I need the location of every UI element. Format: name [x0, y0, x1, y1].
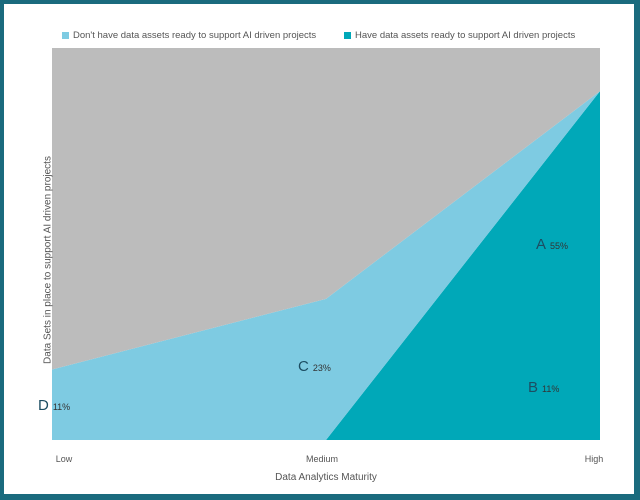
legend-item-have: Have data assets ready to support AI dri… — [344, 30, 575, 41]
annotation-c-value: 23% — [312, 363, 331, 373]
y-axis-label: Data Sets in place to support AI driven … — [42, 156, 54, 364]
annotation-a-value: 55% — [550, 241, 569, 251]
annotation-b-letter: B — [528, 379, 539, 396]
annotation-d-letter: D — [38, 397, 49, 414]
chart-frame: Don't have data assets ready to support … — [4, 4, 634, 494]
annotation-b: B 11% — [528, 379, 559, 396]
annotation-a-letter: A — [536, 236, 547, 253]
annotation-b-value: 11% — [542, 384, 560, 394]
annotation-d: D 11% — [38, 397, 70, 414]
legend-label-dont-have: Don't have data assets ready to support … — [73, 30, 317, 41]
legend-item-dont-have: Don't have data assets ready to support … — [62, 30, 316, 41]
annotation-c-letter: C — [298, 358, 309, 375]
annotation-d-value: 11% — [52, 402, 71, 412]
legend-label-have: Have data assets ready to support AI dri… — [355, 30, 576, 41]
legend-swatch-dont-have — [62, 32, 69, 39]
annotation-a: A 55% — [536, 236, 568, 253]
x-tick-low: Low — [55, 454, 73, 464]
area-series-1 — [52, 91, 600, 441]
area-series-0 — [52, 91, 600, 441]
area-chart — [52, 48, 600, 441]
x-tick-medium: Medium — [305, 454, 339, 464]
area-series-2 — [52, 48, 600, 370]
legend-swatch-have — [344, 32, 351, 39]
x-tick-high: High — [584, 454, 604, 464]
x-axis-label: Data Analytics Maturity — [275, 472, 377, 483]
annotation-c: C 23% — [298, 358, 331, 375]
